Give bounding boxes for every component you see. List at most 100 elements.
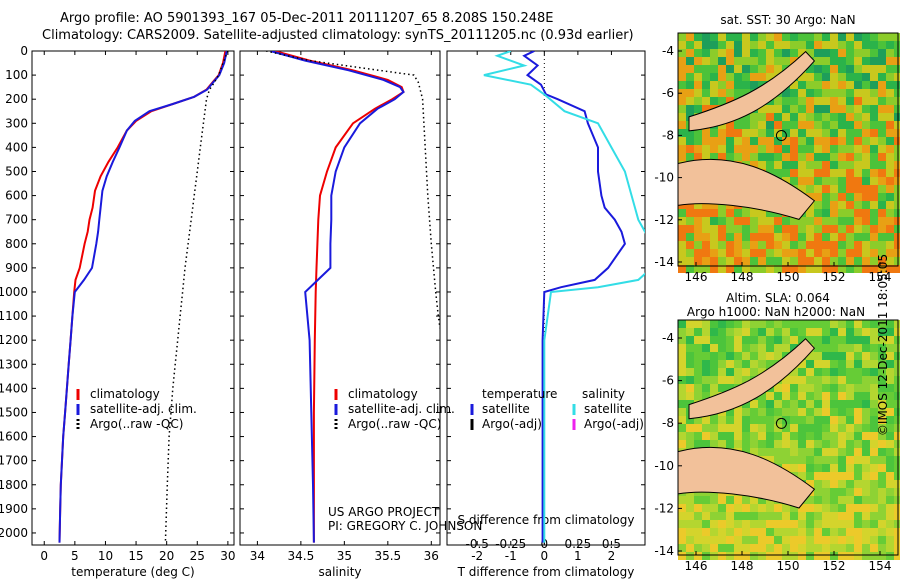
map-cell	[846, 105, 854, 113]
map-cell	[726, 73, 734, 81]
map-cell	[686, 57, 694, 65]
map-cell	[734, 376, 742, 384]
map-cell	[870, 57, 878, 65]
map-cell	[702, 65, 710, 73]
map-cell	[878, 209, 886, 217]
map-cell	[726, 217, 734, 225]
map-cell	[862, 49, 870, 57]
map-cell	[798, 328, 806, 336]
map-cell	[678, 392, 686, 400]
figure-title-line2: Climatology: CARS2009. Satellite-adjuste…	[42, 28, 634, 43]
map-cell	[790, 89, 798, 97]
credit-pi: PI: GREGORY C. JOHNSON	[328, 519, 482, 533]
map-cell	[862, 113, 870, 121]
map-cell	[774, 113, 782, 121]
map-cell	[822, 33, 830, 41]
map-cell	[846, 257, 854, 265]
map-cell	[798, 384, 806, 392]
map-cell	[878, 464, 886, 472]
map-cell	[854, 520, 862, 528]
map-cell	[894, 81, 900, 89]
map-cell	[694, 544, 702, 552]
map-cell	[718, 89, 726, 97]
x-tick-label: -2	[471, 549, 483, 563]
map-cell	[870, 472, 878, 480]
map-cell	[830, 320, 838, 328]
map-cell	[742, 352, 750, 360]
legend-label: satellite	[584, 402, 632, 416]
map-y-tick-label: -14	[654, 544, 674, 558]
map-cell	[790, 408, 798, 416]
map-cell	[870, 432, 878, 440]
map-cell	[750, 496, 758, 504]
map-cell	[838, 241, 846, 249]
map-cell	[782, 464, 790, 472]
map-cell	[734, 41, 742, 49]
map-cell	[686, 209, 694, 217]
map-cell	[758, 145, 766, 153]
map-cell	[862, 177, 870, 185]
map-x-tick-label: 146	[685, 270, 708, 284]
map-cell	[790, 376, 798, 384]
map-cell	[806, 209, 814, 217]
map-cell	[862, 217, 870, 225]
map-cell	[894, 169, 900, 177]
map-cell	[734, 121, 742, 129]
map-cell	[766, 528, 774, 536]
map-cell	[806, 376, 814, 384]
map-cell	[814, 105, 822, 113]
map-cell	[718, 257, 726, 265]
map-cell	[702, 225, 710, 233]
map-cell	[694, 145, 702, 153]
map-cell	[750, 552, 758, 560]
map-cell	[718, 368, 726, 376]
depth-tick-label: 1800	[0, 478, 28, 492]
map-cell	[798, 456, 806, 464]
map-cell	[710, 241, 718, 249]
map-cell	[870, 209, 878, 217]
map-cell	[790, 97, 798, 105]
x-top-tick-label: 0.25	[565, 537, 592, 551]
map-cell	[862, 528, 870, 536]
map-y-tick-label: -8	[662, 416, 674, 430]
map-cell	[870, 89, 878, 97]
map-cell	[678, 400, 686, 408]
map-cell	[838, 464, 846, 472]
map-cell	[694, 328, 702, 336]
map-cell	[678, 209, 686, 217]
map-cell	[830, 528, 838, 536]
map-cell	[678, 360, 686, 368]
map-cell	[694, 209, 702, 217]
map-cell	[862, 512, 870, 520]
map-cell	[694, 217, 702, 225]
map-cell	[686, 376, 694, 384]
map-cell	[822, 464, 830, 472]
map-cell	[846, 153, 854, 161]
map-cell	[790, 440, 798, 448]
map-cell	[846, 472, 854, 480]
map-cell	[734, 65, 742, 73]
map-cell	[886, 536, 894, 544]
depth-tick-label: 2000	[0, 526, 28, 540]
map-cell	[806, 544, 814, 552]
map-cell	[718, 129, 726, 137]
map-cell	[870, 185, 878, 193]
map-cell	[822, 496, 830, 504]
map-cell	[742, 504, 750, 512]
map-cell	[846, 368, 854, 376]
map-cell	[862, 265, 870, 273]
map-cell	[678, 57, 686, 65]
map-cell	[854, 544, 862, 552]
map-cell	[830, 400, 838, 408]
map-cell	[862, 536, 870, 544]
map-cell	[774, 57, 782, 65]
map-cell	[766, 520, 774, 528]
map-x-tick-label: 154	[869, 559, 892, 573]
map-cell	[750, 81, 758, 89]
map-cell	[702, 552, 710, 560]
map-cell	[750, 440, 758, 448]
map-cell	[742, 360, 750, 368]
map-cell	[702, 328, 710, 336]
map-cell	[814, 201, 822, 209]
map-cell	[822, 233, 830, 241]
